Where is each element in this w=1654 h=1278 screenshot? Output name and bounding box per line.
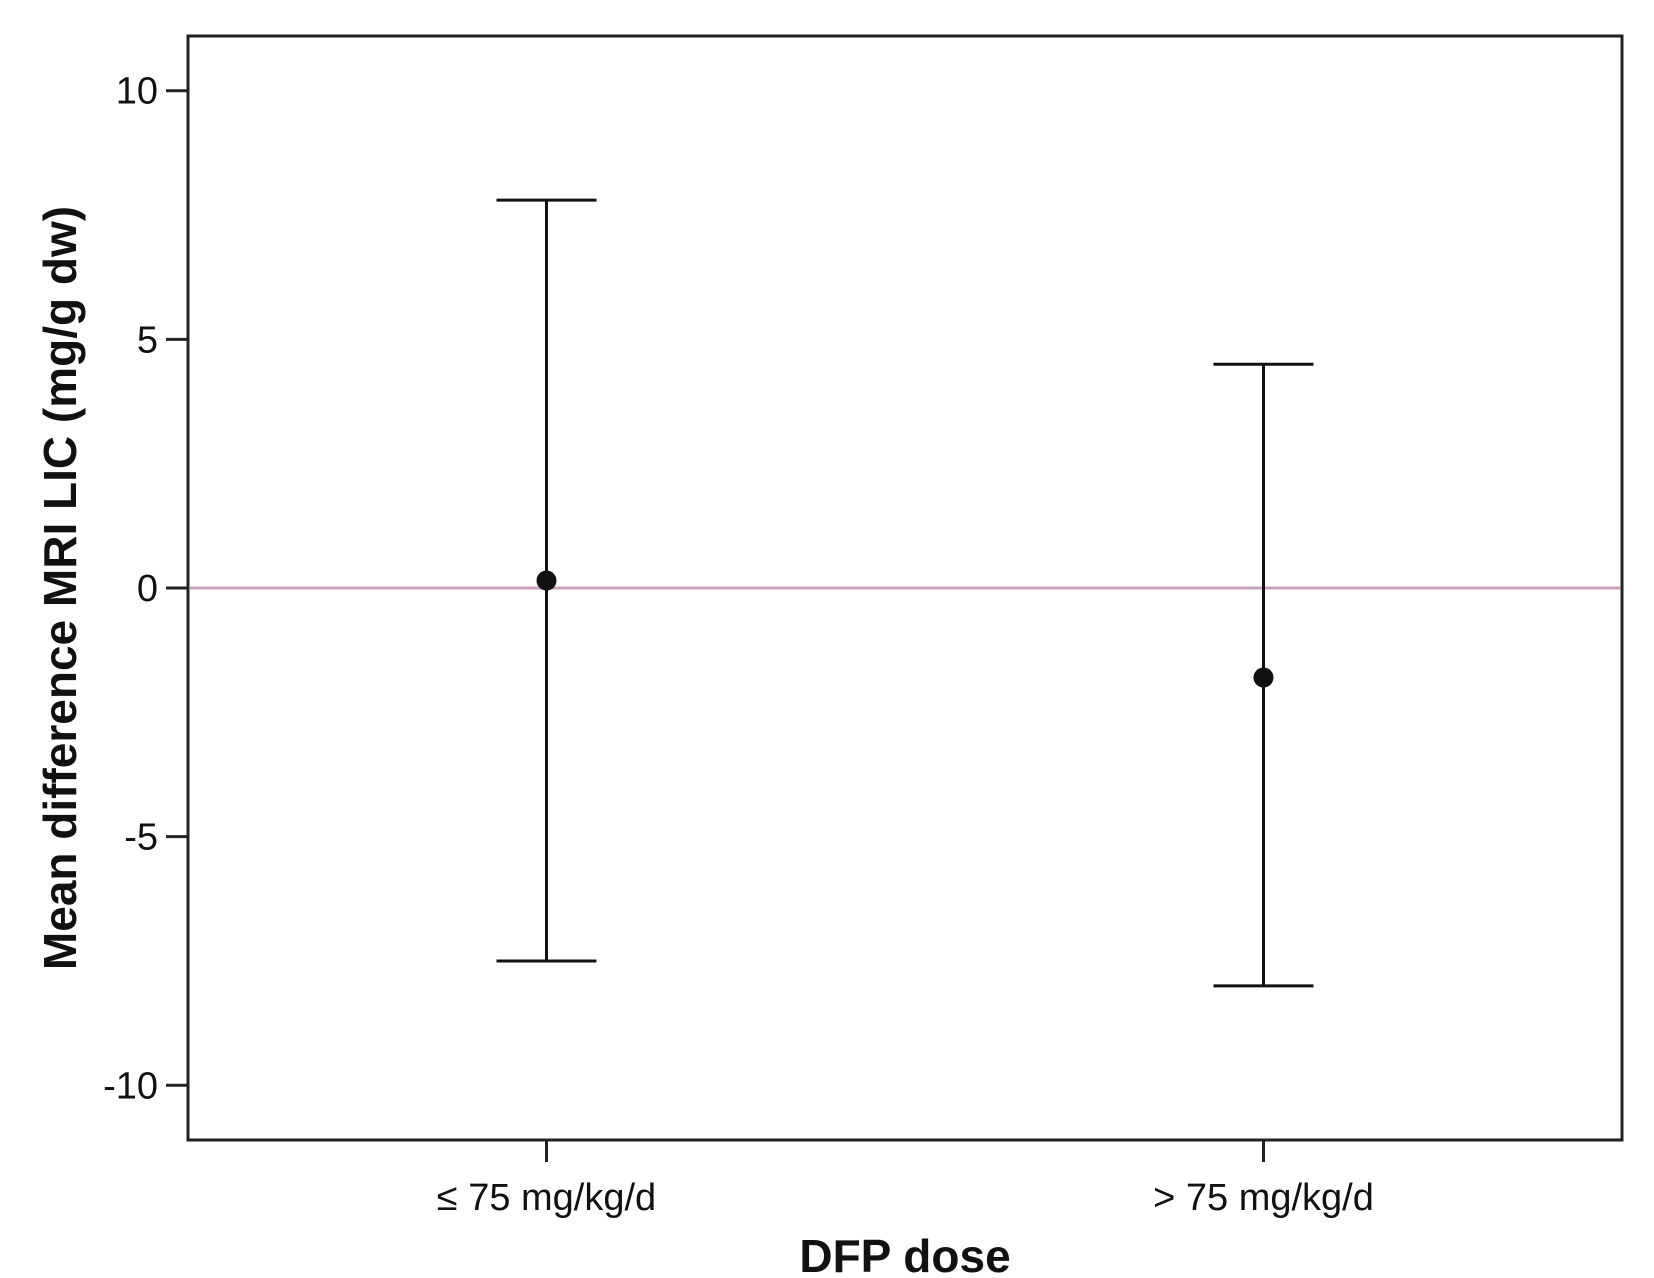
y-tick-label: 10 — [116, 71, 158, 113]
x-tick-label: > 75 mg/kg/d — [1153, 1177, 1374, 1219]
mean-point — [536, 570, 557, 591]
error-bar-marks — [496, 198, 1314, 988]
x-axis-title: DFP dose — [799, 1230, 1010, 1278]
y-tick-label: -10 — [103, 1065, 158, 1107]
mean-point — [1253, 667, 1274, 688]
x-axis: ≤ 75 mg/kg/d > 75 mg/kg/d — [437, 1140, 1374, 1219]
y-axis: -10 -5 0 5 10 — [103, 71, 188, 1107]
y-tick-label: 5 — [137, 319, 158, 361]
y-tick-label: 0 — [137, 568, 158, 610]
y-axis-title: Mean difference MRI LIC (mg/g dw) — [34, 206, 86, 970]
x-tick-label: ≤ 75 mg/kg/d — [437, 1177, 656, 1219]
y-tick-label: -5 — [124, 817, 158, 859]
